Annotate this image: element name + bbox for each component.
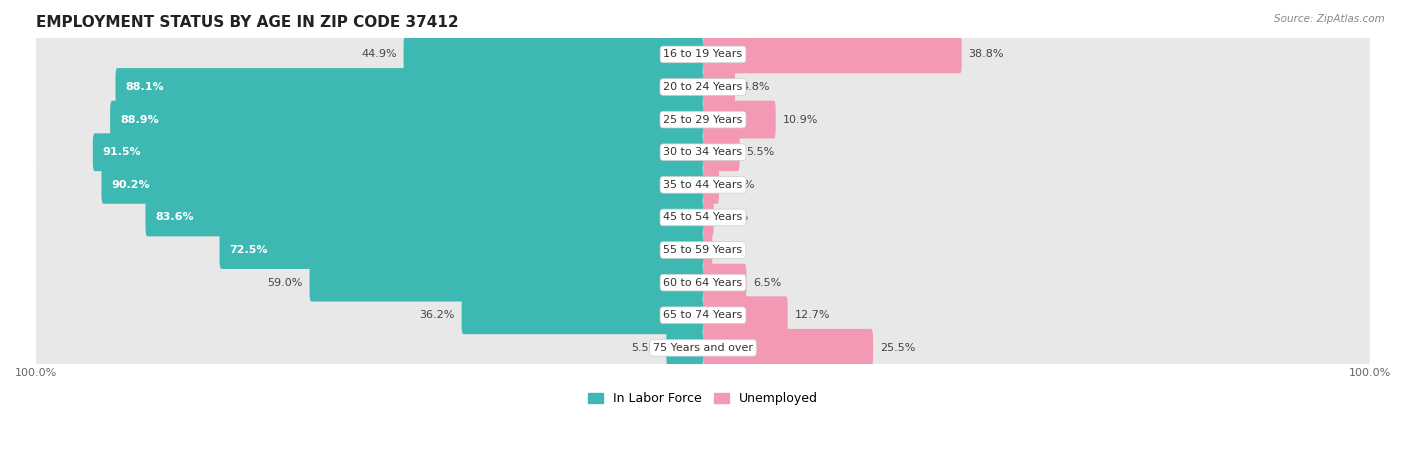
Text: 55 to 59 Years: 55 to 59 Years — [664, 245, 742, 255]
Text: 90.2%: 90.2% — [111, 180, 150, 190]
FancyBboxPatch shape — [461, 296, 703, 334]
Text: 36.2%: 36.2% — [419, 310, 456, 320]
FancyBboxPatch shape — [145, 198, 703, 236]
FancyBboxPatch shape — [703, 329, 873, 367]
FancyBboxPatch shape — [703, 166, 718, 204]
Text: 16 to 19 Years: 16 to 19 Years — [664, 50, 742, 60]
Text: 10.9%: 10.9% — [782, 115, 818, 124]
Bar — [37, 136, 1369, 169]
Text: 6.5%: 6.5% — [754, 278, 782, 288]
FancyBboxPatch shape — [703, 166, 1369, 204]
Text: 88.1%: 88.1% — [125, 82, 165, 92]
Text: 38.8%: 38.8% — [969, 50, 1004, 60]
FancyBboxPatch shape — [703, 133, 1369, 171]
Bar — [37, 234, 1369, 267]
FancyBboxPatch shape — [37, 329, 703, 367]
FancyBboxPatch shape — [37, 264, 703, 302]
FancyBboxPatch shape — [703, 68, 1369, 106]
FancyBboxPatch shape — [703, 231, 1369, 269]
FancyBboxPatch shape — [37, 68, 703, 106]
FancyBboxPatch shape — [703, 68, 735, 106]
Text: 60 to 64 Years: 60 to 64 Years — [664, 278, 742, 288]
Bar — [37, 103, 1369, 136]
Text: 30 to 34 Years: 30 to 34 Years — [664, 147, 742, 157]
Text: 44.9%: 44.9% — [361, 50, 396, 60]
Text: 45 to 54 Years: 45 to 54 Years — [664, 212, 742, 222]
Text: 65 to 74 Years: 65 to 74 Years — [664, 310, 742, 320]
FancyBboxPatch shape — [703, 296, 1369, 334]
Text: 91.5%: 91.5% — [103, 147, 142, 157]
FancyBboxPatch shape — [37, 296, 703, 334]
FancyBboxPatch shape — [703, 36, 962, 74]
FancyBboxPatch shape — [37, 133, 703, 171]
Text: 72.5%: 72.5% — [229, 245, 269, 255]
Text: 75 Years and over: 75 Years and over — [652, 343, 754, 353]
FancyBboxPatch shape — [703, 133, 740, 171]
Text: 5.5%: 5.5% — [747, 147, 775, 157]
FancyBboxPatch shape — [110, 101, 703, 138]
Bar — [37, 201, 1369, 234]
FancyBboxPatch shape — [37, 198, 703, 236]
Text: 1.4%: 1.4% — [718, 245, 748, 255]
Text: 1.6%: 1.6% — [720, 212, 748, 222]
FancyBboxPatch shape — [93, 133, 703, 171]
FancyBboxPatch shape — [115, 68, 703, 106]
FancyBboxPatch shape — [703, 231, 713, 269]
FancyBboxPatch shape — [703, 296, 787, 334]
Bar — [37, 299, 1369, 331]
FancyBboxPatch shape — [703, 198, 714, 236]
FancyBboxPatch shape — [703, 36, 1369, 74]
FancyBboxPatch shape — [219, 231, 703, 269]
Bar — [37, 38, 1369, 71]
FancyBboxPatch shape — [37, 231, 703, 269]
Text: 88.9%: 88.9% — [120, 115, 159, 124]
FancyBboxPatch shape — [101, 166, 703, 204]
Text: 59.0%: 59.0% — [267, 278, 302, 288]
FancyBboxPatch shape — [37, 166, 703, 204]
Text: 5.5%: 5.5% — [631, 343, 659, 353]
FancyBboxPatch shape — [703, 101, 776, 138]
Text: 83.6%: 83.6% — [156, 212, 194, 222]
Text: 35 to 44 Years: 35 to 44 Years — [664, 180, 742, 190]
Text: 20 to 24 Years: 20 to 24 Years — [664, 82, 742, 92]
FancyBboxPatch shape — [703, 329, 1369, 367]
Bar — [37, 71, 1369, 103]
Text: 4.8%: 4.8% — [742, 82, 770, 92]
FancyBboxPatch shape — [37, 101, 703, 138]
FancyBboxPatch shape — [703, 264, 1369, 302]
Legend: In Labor Force, Unemployed: In Labor Force, Unemployed — [583, 387, 823, 410]
Text: 25.5%: 25.5% — [880, 343, 915, 353]
FancyBboxPatch shape — [703, 198, 1369, 236]
FancyBboxPatch shape — [309, 264, 703, 302]
Text: 2.4%: 2.4% — [725, 180, 754, 190]
FancyBboxPatch shape — [703, 264, 747, 302]
FancyBboxPatch shape — [666, 329, 703, 367]
Text: EMPLOYMENT STATUS BY AGE IN ZIP CODE 37412: EMPLOYMENT STATUS BY AGE IN ZIP CODE 374… — [37, 15, 458, 30]
FancyBboxPatch shape — [703, 101, 1369, 138]
Text: 12.7%: 12.7% — [794, 310, 830, 320]
FancyBboxPatch shape — [404, 36, 703, 74]
Bar — [37, 331, 1369, 364]
FancyBboxPatch shape — [37, 36, 703, 74]
Bar — [37, 169, 1369, 201]
Text: Source: ZipAtlas.com: Source: ZipAtlas.com — [1274, 14, 1385, 23]
Text: 25 to 29 Years: 25 to 29 Years — [664, 115, 742, 124]
Bar — [37, 267, 1369, 299]
